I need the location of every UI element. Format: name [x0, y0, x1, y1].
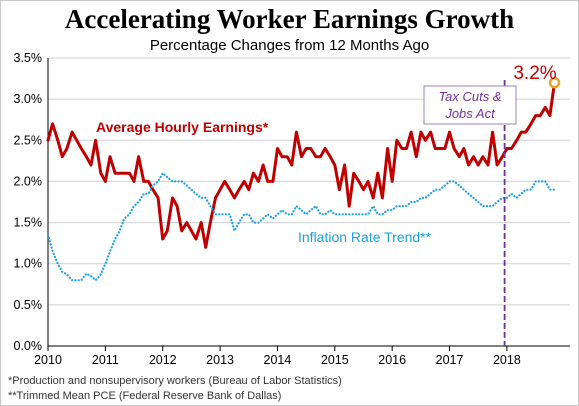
- series-average-hourly-earnings: [46, 81, 556, 249]
- x-tick-label: 2014: [264, 353, 292, 367]
- x-tick-label: 2012: [149, 353, 177, 367]
- chart-subtitle: Percentage Changes from 12 Months Ago: [149, 37, 430, 54]
- inflation-series-label: Inflation Rate Trend**: [298, 229, 432, 245]
- x-tick-label: 2017: [436, 353, 464, 367]
- x-tick-label: 2011: [92, 353, 119, 367]
- series-lines: [46, 81, 556, 282]
- x-tick-label: 2013: [206, 353, 234, 367]
- y-tick-label: 1.5%: [14, 216, 43, 230]
- x-tick-label: 2018: [493, 353, 521, 367]
- axes: [47, 58, 570, 351]
- last-value-marker: [548, 76, 561, 89]
- footnote-production-workers: *Production and nonsupervisory workers (…: [8, 375, 342, 387]
- y-tick-label: 3.5%: [14, 51, 43, 65]
- footnote-trimmed-mean-pce: **Trimmed Mean PCE (Federal Reserve Bank…: [8, 390, 282, 402]
- y-tick-label: 0.0%: [14, 339, 43, 353]
- tax-cuts-label-line1: Tax Cuts &: [438, 89, 501, 104]
- earnings-series-label: Average Hourly Earnings*: [96, 119, 269, 135]
- y-tick-label: 0.5%: [14, 298, 43, 312]
- chart-title: Accelerating Worker Earnings Growth: [64, 4, 515, 34]
- series-inflation-rate-trend: [46, 172, 556, 282]
- x-tick-label: 2016: [378, 353, 406, 367]
- y-tick-label: 1.0%: [14, 257, 43, 271]
- y-tick-label: 3.0%: [14, 92, 43, 106]
- tax-cuts-label-box: [423, 85, 517, 125]
- y-tick-label: 2.5%: [14, 133, 43, 147]
- x-tick-label: 2010: [34, 353, 62, 367]
- tax-cuts-label-line2: Jobs Act: [444, 106, 496, 121]
- annotations: Tax Cuts & Jobs Act Average Hourly Earning…: [96, 63, 561, 346]
- y-tick-label: 2.0%: [14, 174, 43, 188]
- last-value-label: 3.2%: [513, 63, 556, 84]
- tick-labels: 0.0% 0.5% 1.0% 1.5% 2.0% 2.5% 3.0% 3.5% 2010 2011…: [14, 51, 521, 367]
- x-tick-label: 2015: [321, 353, 349, 367]
